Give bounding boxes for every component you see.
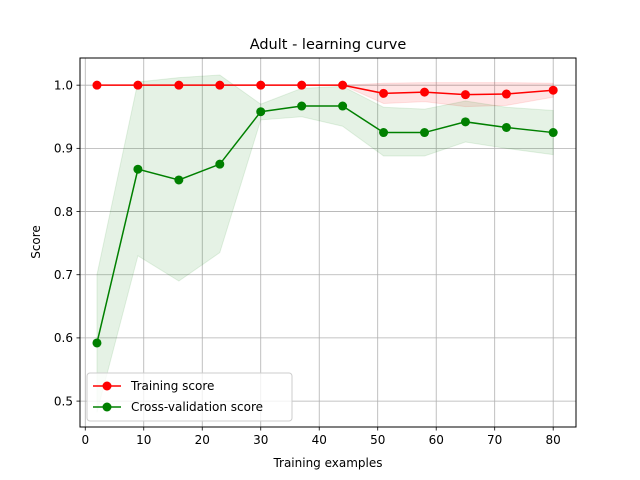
training-score-point: [420, 87, 430, 97]
legend: Training score Cross-validation score: [86, 372, 293, 422]
cross-validation-score-point: [174, 175, 184, 185]
x-tick-label: 10: [136, 433, 151, 447]
cross-validation-score-point: [297, 101, 307, 111]
cross-validation-score-point: [215, 159, 225, 169]
cross-validation-score-point: [420, 128, 430, 138]
training-score-line: [96, 84, 554, 96]
cross-validation-score-point: [548, 128, 558, 138]
training-score-point: [215, 80, 225, 90]
y-tick-label: 0.7: [54, 268, 73, 282]
x-tick-label: 80: [546, 433, 561, 447]
cross-validation-score-point: [338, 101, 348, 111]
cross-validation-score-point: [256, 107, 266, 117]
legend-box: [86, 372, 293, 422]
training-score-point: [133, 80, 143, 90]
legend-marker-cross-validation: [102, 402, 112, 412]
y-axis-label: Score: [29, 225, 43, 259]
y-tick-label: 0.8: [54, 205, 73, 219]
x-tick-label: 60: [429, 433, 444, 447]
x-tick-label: 40: [312, 433, 327, 447]
chart-title: Adult - learning curve: [250, 37, 407, 53]
y-tick-label: 0.9: [54, 142, 73, 156]
x-tick-label: 50: [370, 433, 385, 447]
x-tick-label: 70: [487, 433, 502, 447]
x-tick-label: 30: [253, 433, 268, 447]
plot-frame: [79, 57, 577, 428]
cross-validation-score-line: [96, 105, 554, 344]
x-tick-label: 20: [195, 433, 210, 447]
legend-label-training: Training score: [130, 379, 214, 393]
x-tick-label: 0: [81, 433, 89, 447]
cross-validation-score-point: [133, 164, 143, 174]
x-axis-label: Training examples: [272, 456, 382, 470]
y-tick-label: 0.5: [54, 394, 73, 408]
legend-label-cross-validation: Cross-validation score: [131, 400, 263, 414]
training-score-point: [548, 85, 558, 95]
training-score-point: [501, 89, 511, 99]
cross-validation-score-point: [501, 123, 511, 132]
legend-marker-training: [102, 381, 112, 391]
training-score-point: [338, 80, 348, 90]
cross-validation-score-point: [92, 338, 102, 348]
cross-validation-score-point: [460, 117, 470, 127]
axis-ticks: 0 10 20 30 40 50 60 70 80 0.5 0.6 0.7 0.8 0.9 1.0: [54, 78, 561, 447]
y-tick-label: 1.0: [54, 78, 73, 92]
series-lines: [96, 84, 554, 344]
training-score-point: [174, 80, 184, 90]
training-score-point: [256, 80, 266, 90]
cross-validation-score-point: [379, 128, 389, 138]
training-score-point: [92, 80, 102, 90]
training-score-point: [379, 88, 389, 98]
cross-validation-score-band: [96, 74, 554, 413]
y-tick-label: 0.6: [54, 331, 73, 345]
training-score-point: [297, 80, 307, 90]
series-markers: [92, 80, 558, 348]
training-score-point: [460, 90, 470, 100]
